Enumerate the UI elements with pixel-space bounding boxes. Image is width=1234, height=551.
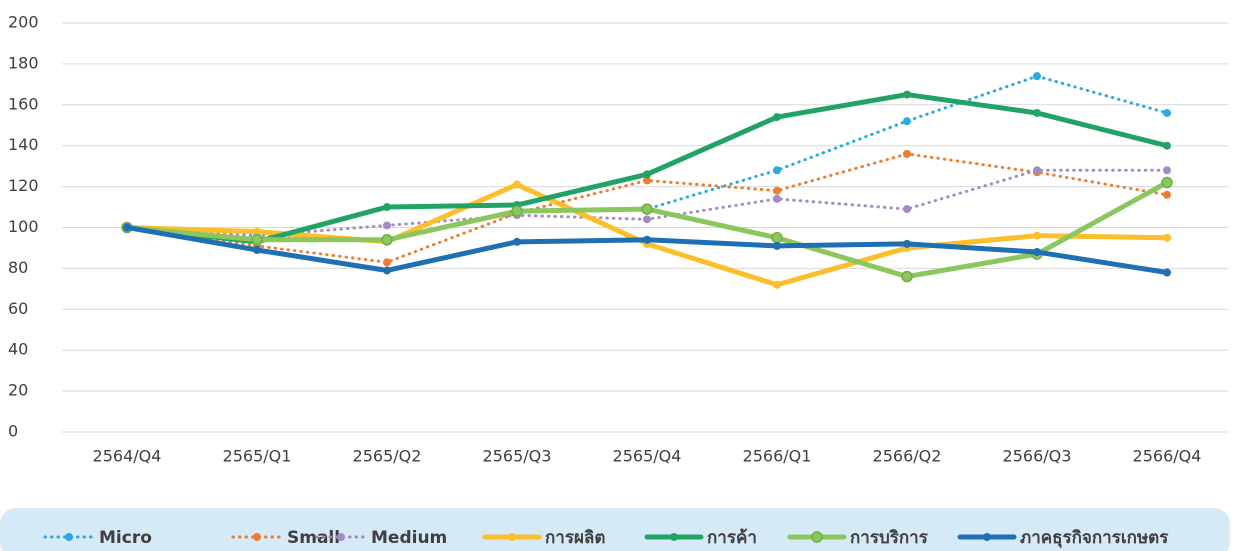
point-marker [1033, 231, 1041, 240]
x-tick-label: 2564/Q4 [93, 447, 162, 466]
y-tick-label: 80 [8, 258, 28, 277]
legend-label: การผลิต [545, 528, 605, 548]
legend-marker [65, 533, 73, 541]
point-marker [771, 231, 783, 244]
point-marker [903, 117, 911, 126]
point-marker [383, 266, 391, 275]
y-tick-label: 40 [8, 340, 28, 359]
point-marker [253, 245, 261, 254]
legend-label: ภาคธุรกิจการเกษตร [1020, 528, 1169, 548]
legend-background [0, 508, 1230, 551]
legend-marker [253, 533, 261, 541]
point-marker [1033, 108, 1041, 117]
point-marker [643, 170, 651, 179]
point-marker [513, 237, 521, 246]
point-marker [903, 90, 911, 99]
point-marker [643, 235, 651, 244]
point-marker [773, 113, 781, 122]
point-marker [123, 223, 131, 232]
legend-marker [983, 533, 991, 541]
point-marker [251, 234, 263, 246]
point-marker [773, 186, 781, 195]
y-tick-label: 200 [8, 13, 39, 32]
point-marker [903, 205, 911, 214]
point-marker [381, 234, 393, 246]
point-marker [1161, 176, 1173, 189]
y-tick-label: 180 [8, 53, 39, 72]
point-marker [641, 203, 653, 215]
point-marker [1033, 248, 1041, 257]
point-marker [511, 205, 523, 217]
point-marker [383, 203, 391, 212]
series-line [125, 152, 1169, 264]
y-tick-label: 0 [8, 422, 18, 441]
y-tick-label: 160 [8, 94, 39, 113]
point-marker [1163, 233, 1171, 242]
legend-label: การค้า [707, 528, 757, 548]
y-tick-label: 140 [8, 135, 39, 154]
x-tick-label: 2566/Q1 [743, 447, 812, 466]
point-marker [773, 241, 781, 250]
point-marker [1163, 190, 1171, 199]
point-marker [383, 258, 391, 267]
x-tick-label: 2565/Q1 [223, 447, 292, 466]
x-tick-label: 2565/Q3 [483, 447, 552, 466]
point-marker [643, 215, 651, 224]
x-tick-label: 2565/Q2 [353, 447, 422, 466]
series-line [124, 180, 1170, 280]
x-tick-label: 2566/Q3 [1003, 447, 1072, 466]
point-marker [643, 176, 651, 185]
point-marker [1033, 72, 1041, 81]
point-marker [1163, 268, 1171, 277]
legend-label: Small [287, 528, 340, 548]
point-marker [773, 166, 781, 175]
legend-marker [670, 533, 678, 541]
legend-marker [508, 533, 516, 541]
y-tick-label: 60 [8, 299, 28, 318]
point-marker [1033, 166, 1041, 175]
legend: Micro Small Medium การผลิต การค้า การบริการ ภา… [43, 528, 1169, 548]
legend-label: Micro [99, 528, 152, 548]
point-marker [903, 149, 911, 158]
y-tick-label: 20 [8, 381, 28, 400]
point-marker [513, 180, 521, 189]
legend-label: การบริการ [850, 528, 929, 548]
point-marker [901, 270, 913, 283]
legend-marker [337, 533, 345, 541]
point-marker [903, 239, 911, 248]
x-tick-label: 2565/Q4 [613, 447, 682, 466]
point-marker [1163, 166, 1171, 175]
x-tick-label: 2566/Q2 [873, 447, 942, 466]
point-marker [253, 227, 261, 236]
legend-marker [811, 531, 823, 543]
point-marker [773, 280, 781, 289]
point-marker [383, 221, 391, 230]
y-tick-label: 100 [8, 217, 39, 236]
series-line [125, 74, 1169, 242]
y-tick-label: 120 [8, 176, 39, 195]
point-marker [1163, 108, 1171, 117]
x-tick-label: 2566/Q4 [1133, 447, 1202, 466]
point-marker [773, 194, 781, 203]
legend-label: Medium [371, 528, 447, 548]
point-marker [1163, 141, 1171, 150]
